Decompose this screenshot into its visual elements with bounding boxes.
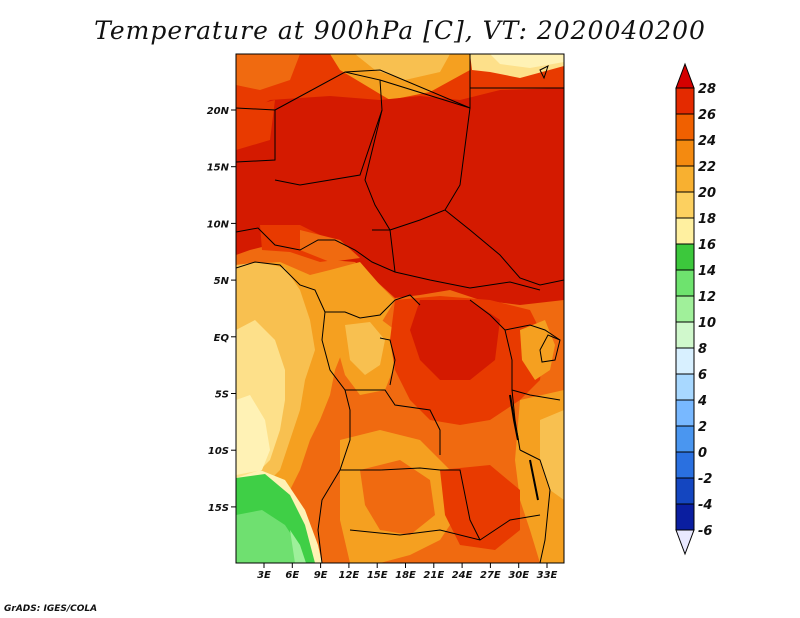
lon-tick-label: 24E xyxy=(452,570,473,581)
lake-victoria xyxy=(539,334,561,363)
lon-tick-label: 21E xyxy=(423,570,444,581)
coastline-west xyxy=(317,311,351,563)
colorbar-label: 22 xyxy=(698,160,716,175)
field-t16-coast xyxy=(236,395,270,475)
field-t12-namibia xyxy=(236,510,305,563)
colorbar-label: 12 xyxy=(698,290,716,305)
border-congo-drc xyxy=(379,337,396,386)
colorbar-label: 24 xyxy=(698,134,716,149)
coast-ne xyxy=(539,65,549,80)
field-t24-angola xyxy=(360,460,435,535)
colorbar-label: 4 xyxy=(697,394,707,409)
border-namibia xyxy=(349,514,541,541)
lon-tick-label: 12E xyxy=(339,570,360,581)
field-t10-namibia xyxy=(290,530,306,563)
lon-tick-label: 18E xyxy=(395,570,416,581)
colorbar-swatch xyxy=(675,217,695,245)
colorbar-label: 2 xyxy=(698,420,707,435)
field-t16-ne xyxy=(490,54,564,68)
lat-tick-label: 10N xyxy=(207,219,230,230)
field-t22-lakes xyxy=(520,320,555,380)
lon-tick-label: 33E xyxy=(537,570,558,581)
colorbar-label: 18 xyxy=(698,212,716,227)
colorbar-swatch xyxy=(675,87,695,115)
chart-title: Temperature at 900hPa [C], VT: 202004020… xyxy=(94,16,706,45)
border-tanzania xyxy=(511,389,561,401)
lat-tick-label: 10S xyxy=(208,446,229,457)
country-borders xyxy=(236,54,564,563)
border-south-sahel xyxy=(236,227,541,291)
colorbar-swatch xyxy=(675,373,695,401)
colorbar-swatch xyxy=(675,347,695,375)
colorbar-label: 20 xyxy=(698,186,716,201)
field-t20-congo xyxy=(345,322,385,375)
border-sudan-south xyxy=(444,209,564,286)
lat-tick-label: 5S xyxy=(215,390,229,401)
lon-tick-label: 9E xyxy=(314,570,328,581)
lon-tick-label: 3E xyxy=(257,570,271,581)
lon-tick-label: 6E xyxy=(285,570,299,581)
lake-tanganyika xyxy=(509,394,519,441)
temperature-field xyxy=(236,54,564,563)
border-angola-zambia xyxy=(340,467,481,541)
colorbar-label: 8 xyxy=(698,342,707,357)
colorbar-label: 16 xyxy=(698,238,716,253)
colorbar-label: -2 xyxy=(698,472,712,487)
colorbar-label: 26 xyxy=(698,108,716,123)
field-t24-nw xyxy=(236,54,300,90)
field-t26-west xyxy=(236,100,275,150)
colorbar-swatch xyxy=(675,269,695,297)
longitude-axis: 3E 6E 9E 12E 15E 18E 21E 24E 27E 30E 33E xyxy=(257,563,558,581)
colorbar-label: 0 xyxy=(698,446,707,461)
lon-tick-label: 15E xyxy=(367,570,388,581)
colorbar-swatch xyxy=(675,477,695,505)
border-chad xyxy=(364,79,471,231)
colorbar-swatch xyxy=(675,451,695,479)
lake-malawi xyxy=(529,459,539,501)
colorbar-swatch xyxy=(675,503,695,531)
coastline-gulf-guinea xyxy=(236,261,326,313)
latitude-axis: 20N 15N 10N 5N EQ 5S 10S 15S xyxy=(207,106,236,514)
border-malawi xyxy=(519,449,551,563)
colorbar-label: 28 xyxy=(698,82,716,97)
lat-tick-label: 5N xyxy=(214,276,230,287)
border-congo-north xyxy=(325,294,421,319)
field-t26-zambia xyxy=(440,465,520,550)
lon-tick-label: 27E xyxy=(480,570,501,581)
colorbar-swatch xyxy=(675,399,695,427)
colorbar-swatch xyxy=(675,243,695,271)
border-drc-angola xyxy=(345,389,441,455)
lat-tick-label: 15S xyxy=(208,503,229,514)
colorbar-label: 10 xyxy=(698,316,716,331)
field-t20-north xyxy=(355,54,450,80)
colorbar-label: 6 xyxy=(698,368,707,383)
colorbar-label: 14 xyxy=(698,264,716,279)
colorbar-label: -6 xyxy=(698,524,712,539)
field-t28-drc xyxy=(410,300,500,380)
colorbar-swatch xyxy=(675,295,695,323)
border-uganda xyxy=(504,324,561,341)
colorbar-swatch xyxy=(675,113,695,141)
colorbar-bottom-arrow xyxy=(675,529,695,556)
field-t24-nigeria xyxy=(300,230,360,262)
colorbar-swatch xyxy=(675,425,695,453)
colorbar-label: -4 xyxy=(698,498,712,513)
border-cameroon-car xyxy=(372,229,396,273)
lat-tick-label: 15N xyxy=(207,163,230,174)
lat-tick-label: 20N xyxy=(207,106,230,117)
colorbar-swatch xyxy=(675,321,695,349)
grads-credit: GrADS: IGES/COLA xyxy=(4,604,98,614)
border-mauritania-mali xyxy=(236,107,276,163)
colorbar-swatch xyxy=(675,165,695,193)
map-frame xyxy=(235,53,565,564)
border-libya xyxy=(344,54,471,109)
lon-tick-label: 30E xyxy=(508,570,529,581)
colorbar-top-arrow xyxy=(675,62,695,89)
colorbar-swatch xyxy=(675,139,695,167)
colorbar-swatch xyxy=(675,191,695,219)
lat-tick-label: EQ xyxy=(214,333,230,344)
